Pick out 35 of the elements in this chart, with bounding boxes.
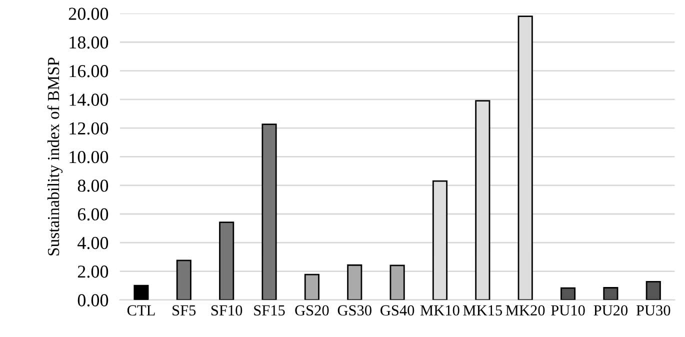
y-tick-label: 16.00 [70, 65, 108, 78]
x-tick-label: PU20 [594, 305, 628, 316]
bar [646, 281, 661, 300]
y-tick-label: 6.00 [78, 208, 108, 221]
x-tick-label: GS40 [380, 305, 414, 316]
bar [603, 287, 618, 300]
y-tick-label: 18.00 [70, 36, 108, 49]
y-tick-label: 10.00 [70, 150, 108, 164]
y-tick-label: 12.00 [70, 122, 108, 135]
x-tick-label: MK15 [463, 305, 502, 316]
x-tick-label: PU10 [551, 305, 585, 316]
bar [560, 287, 576, 300]
x-tick-label: PU30 [636, 305, 670, 316]
bar [176, 260, 192, 300]
y-axis-title: Sustainability index of BMSP [47, 58, 63, 256]
x-tick-label: GS30 [338, 305, 372, 316]
bar [390, 264, 405, 300]
bar [219, 222, 234, 300]
y-tick-label: 14.00 [70, 94, 108, 106]
bar [134, 284, 149, 300]
x-tick-label: MK10 [420, 305, 460, 316]
x-tick-label: SF5 [172, 305, 196, 316]
x-tick-label: GS20 [295, 305, 329, 316]
y-tick-label: 2.00 [78, 266, 108, 278]
bar [262, 124, 277, 300]
x-tick-label: CTL [127, 305, 155, 316]
x-tick-label: MK20 [506, 305, 545, 316]
y-tick-label: 8.00 [78, 180, 108, 192]
x-tick-label: SF15 [254, 305, 285, 316]
bar [304, 274, 320, 300]
y-tick-label: 0.00 [78, 294, 108, 306]
bar [347, 264, 362, 300]
y-tick-label: 20.00 [68, 8, 108, 20]
x-tick-label: SF10 [211, 305, 242, 316]
y-tick-label: 4.00 [78, 236, 108, 250]
